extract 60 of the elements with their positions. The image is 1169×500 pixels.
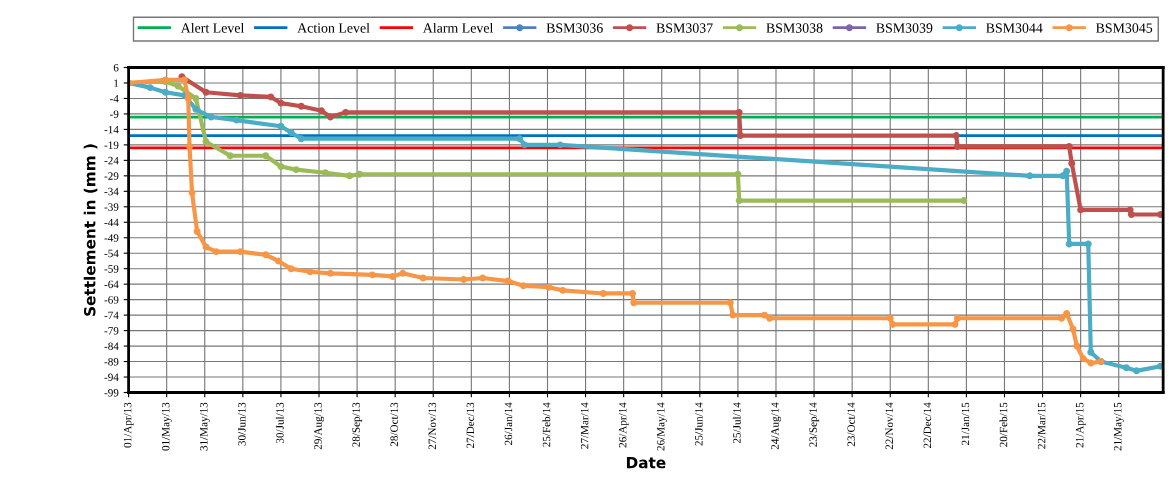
x-tick-label: 28/Sep/13 [352,402,363,447]
x-tick-label: 31/May/13 [200,402,210,451]
x-tick-label: 26/Jan/14 [504,402,513,445]
y-tick-label: -24 [104,156,119,165]
legend-label: Alarm Level [422,22,494,33]
x-tick-label: 29/Aug/13 [314,402,325,450]
x-tick-label: 26/Apr/14 [618,402,629,448]
x-tick-label: 21/May/15 [1114,402,1124,451]
x-tick-label: 01/May/13 [161,402,172,451]
y-tick-label: -44 [104,218,119,227]
x-tick-label: 21/Apr/15 [1075,402,1086,448]
y-tick-label: -94 [104,373,119,381]
y-tick-label: -69 [104,296,119,304]
y-tick-label: -84 [104,342,119,351]
y-tick-label: -39 [104,203,119,211]
x-tick-label: 25/Feb/14 [542,402,551,447]
legend-label: BSM3044 [986,23,1043,33]
y-axis-title: Settlement in (mm ) [83,144,98,316]
x-tick-label: 27/Mar/14 [580,402,589,449]
x-tick-label: 30/Jun/13 [238,402,246,446]
x-tick-label: 20/Feb/15 [999,402,1008,447]
legend-label: BSM3039 [876,23,933,33]
x-tick-label: 01/Apr/13 [123,402,134,448]
y-tick-label: -79 [104,327,119,335]
y-tick-label: -99 [104,389,119,397]
y-tick-label: -34 [104,187,119,196]
x-tick-label: 25/Jun/14 [695,402,703,446]
x-tick-label: 30/Jul/13 [275,402,284,444]
x-tick-label: 21/Jan/15 [961,402,970,445]
y-tick-label: -4 [110,94,119,103]
x-tick-label: 27/Dec/13 [466,402,475,449]
x-tick-label: 22/Mar/15 [1037,402,1046,449]
y-tick-label: -19 [104,141,119,149]
y-tick-label: -59 [104,265,119,273]
y-tick-label: -64 [104,280,119,289]
x-tick-label: 26/May/14 [657,402,667,451]
y-tick-label: -89 [104,358,119,366]
legend-label: Action Level [297,22,370,33]
y-tick-label: 1 [114,79,119,87]
x-tick-label: 24/Aug/14 [771,402,782,450]
x-tick-label: 28/Oct/13 [390,402,398,447]
x-tick-label: 27/Nov/13 [428,402,437,450]
x-tick-label: 22/Nov/14 [885,402,894,450]
legend-label: BSM3037 [656,23,713,33]
x-tick-label: 23/Sep/14 [809,402,820,447]
y-tick-label: -9 [110,110,119,118]
legend-label: Alert Level [180,22,245,33]
y-tick-label: 6 [113,64,119,72]
x-tick-label: 25/Jul/14 [732,402,741,444]
y-tick-label: -74 [104,311,119,319]
legend-label: BSM3045 [1095,23,1153,33]
y-tick-label: -29 [104,172,119,180]
legend-label: BSM3036 [546,23,603,33]
y-tick-label: -14 [104,125,119,134]
y-tick-label: -54 [104,249,119,258]
legend-label: BSM3038 [766,23,823,33]
x-tick-label: 23/Oct/14 [847,402,855,447]
y-tick-label: -49 [104,234,119,242]
x-axis-title: Date [626,457,666,469]
x-tick-label: 22/Dec/14 [923,402,932,449]
